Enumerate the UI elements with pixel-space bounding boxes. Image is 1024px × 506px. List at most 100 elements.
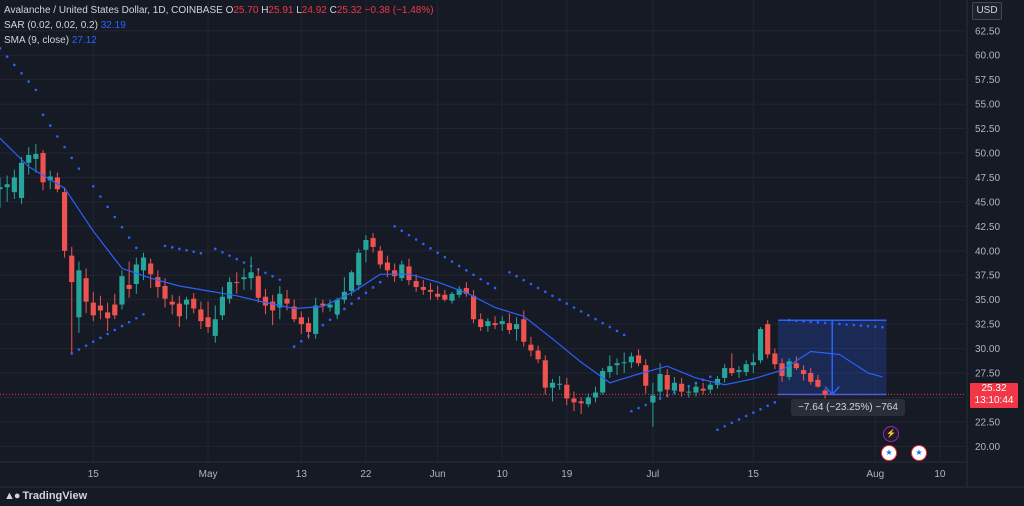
sar-dot (795, 319, 798, 323)
sar-dot (400, 229, 404, 233)
candle-body (492, 323, 498, 326)
candle-body (664, 374, 670, 390)
candle-body (148, 263, 154, 275)
candle-body (169, 301, 175, 305)
sar-dot (371, 286, 375, 289)
sar-dot (479, 277, 483, 281)
sar-dot (759, 407, 762, 411)
us-flag-icon[interactable]: ★ (881, 445, 897, 461)
open-label: O (225, 5, 234, 16)
brand-name: TradingView (22, 490, 88, 502)
candle-body (478, 319, 484, 328)
candle-body (83, 278, 89, 302)
sar-dot (744, 414, 748, 418)
candle-body (284, 298, 290, 304)
candle-body (112, 304, 118, 316)
candle-body (241, 277, 247, 280)
candle-body (535, 350, 541, 360)
sma-line (0, 137, 883, 386)
sar-dot (859, 324, 863, 327)
candle-body (750, 362, 756, 366)
sar-dot (113, 328, 117, 332)
sar-dot (357, 296, 361, 300)
sar-dot (493, 286, 497, 290)
candle-body (549, 382, 556, 388)
sar-dot (838, 322, 841, 326)
sar-dot (350, 302, 353, 305)
sar-dot (113, 215, 117, 219)
candle-body (592, 392, 599, 398)
candle-body (399, 264, 405, 279)
legend-sma-row[interactable]: SMA (9, close) 27.12 (4, 33, 434, 48)
sar-dot (142, 313, 145, 316)
sar-dot (242, 261, 246, 264)
x-tick-label: 22 (360, 469, 372, 480)
sma-label[interactable]: SMA (9, close) (4, 35, 70, 46)
candle-body (384, 262, 391, 271)
y-tick-label: 35.00 (975, 295, 1000, 306)
y-tick-label: 42.50 (975, 222, 1000, 233)
candle-body (313, 305, 319, 334)
sar-dot (84, 344, 88, 347)
candle-body (449, 293, 455, 301)
sar-dot (343, 307, 346, 311)
close-value: 25.32 (336, 5, 362, 16)
open-value: 25.70 (233, 5, 259, 16)
candle-body (126, 285, 132, 289)
sar-dot (457, 264, 461, 268)
sar-dot (644, 403, 648, 407)
candle-body (736, 370, 742, 373)
sar-dot (63, 145, 66, 149)
legend-sar-row[interactable]: SAR (0.02, 0.02, 0.2) 32.19 (4, 18, 434, 33)
sar-dot (472, 273, 475, 277)
tradingview-logo[interactable]: ▲● TradingView (4, 490, 87, 502)
sar-dot (465, 269, 468, 272)
candle-body (722, 368, 728, 378)
sar-dot (56, 135, 59, 138)
candle-body (4, 184, 10, 188)
sar-dot (436, 251, 439, 255)
candle-body (198, 309, 204, 322)
sar-dot (766, 404, 769, 408)
y-tick-label: 47.50 (975, 173, 1000, 184)
sar-dot (91, 340, 95, 344)
bar-countdown: 13:10:44 (974, 395, 1014, 406)
sar-dot (120, 324, 124, 328)
candle-body (700, 388, 706, 391)
candle-body (693, 386, 699, 393)
sar-dot (0, 47, 2, 50)
sar-dot (551, 294, 554, 298)
candle-body (657, 373, 663, 392)
sar-dot (199, 251, 203, 255)
candle-body (255, 276, 261, 298)
us-flag-icon[interactable]: ★ (911, 445, 927, 461)
sar-dot (213, 247, 217, 251)
candle-body (90, 302, 96, 316)
sar-dot (752, 411, 755, 414)
candle-body (406, 266, 412, 281)
candle-body (234, 282, 240, 284)
candle-body (470, 295, 477, 320)
candle-body (205, 317, 211, 328)
candle-body (277, 293, 283, 308)
candle-body (305, 323, 312, 332)
candle-body (800, 370, 807, 374)
sar-dot (300, 339, 303, 343)
candle-body (26, 154, 32, 163)
sar-dot (364, 291, 368, 295)
low-label: L (296, 5, 302, 16)
sma-value: 27.12 (71, 35, 97, 46)
currency-button[interactable]: USD (972, 2, 1002, 20)
sar-dot (716, 428, 719, 432)
sar-dot (292, 345, 296, 348)
sar-dot (120, 226, 124, 229)
lightning-icon[interactable]: ⚡ (883, 426, 899, 442)
symbol-title[interactable]: Avalanche / United States Dollar, 1D, CO… (4, 5, 223, 16)
candle-body (140, 257, 147, 271)
candle-body (585, 397, 591, 405)
sar-dot (106, 332, 109, 336)
sar-label[interactable]: SAR (0.02, 0.02, 0.2) (4, 20, 98, 31)
sar-dot (271, 274, 274, 278)
